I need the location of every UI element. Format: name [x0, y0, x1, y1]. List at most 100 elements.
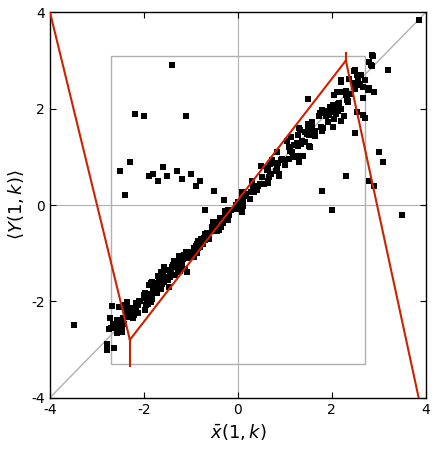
Point — [119, 323, 126, 330]
Point — [220, 215, 227, 222]
Point — [292, 153, 299, 160]
Point — [153, 289, 160, 296]
Point — [148, 293, 155, 300]
Point — [294, 152, 301, 159]
Point — [158, 285, 165, 292]
Point — [369, 62, 376, 70]
Point — [133, 304, 140, 311]
Point — [137, 297, 144, 304]
Point — [264, 164, 271, 172]
Point — [286, 155, 293, 163]
Point — [239, 194, 246, 201]
Point — [160, 278, 167, 285]
Point — [232, 203, 239, 211]
Point — [234, 198, 241, 205]
Point — [155, 283, 162, 291]
Point — [354, 76, 361, 84]
Point — [153, 289, 160, 296]
Point — [365, 58, 372, 65]
Point — [168, 269, 175, 276]
Point — [143, 295, 150, 302]
Point — [360, 95, 367, 102]
Point — [149, 289, 156, 296]
Point — [265, 179, 272, 186]
Point — [323, 110, 329, 117]
Point — [278, 155, 285, 163]
Point — [222, 213, 229, 220]
Point — [125, 313, 132, 321]
Point — [170, 257, 177, 264]
Point — [360, 111, 367, 119]
Point — [119, 321, 126, 328]
Point — [234, 204, 241, 211]
Point — [238, 208, 245, 215]
Point — [114, 323, 121, 330]
Point — [329, 101, 336, 108]
Point — [306, 143, 313, 150]
Point — [355, 81, 362, 88]
Point — [346, 75, 353, 83]
Point — [219, 220, 226, 227]
Point — [298, 141, 305, 148]
Point — [351, 85, 358, 92]
Point — [121, 192, 128, 199]
Point — [331, 115, 338, 123]
Point — [150, 287, 157, 294]
Point — [252, 184, 259, 191]
Point — [159, 274, 166, 282]
Point — [366, 84, 373, 92]
Point — [118, 328, 125, 335]
Point — [289, 153, 296, 160]
Point — [183, 269, 190, 276]
Point — [191, 246, 198, 253]
Point — [251, 189, 258, 196]
Point — [319, 109, 326, 116]
Point — [113, 325, 120, 332]
Point — [240, 196, 247, 203]
Point — [220, 215, 227, 222]
Point — [175, 252, 182, 260]
Point — [211, 187, 218, 194]
Point — [148, 296, 155, 303]
Point — [202, 230, 209, 237]
Point — [212, 226, 219, 233]
Point — [332, 106, 339, 113]
Point — [354, 72, 361, 79]
Point — [126, 306, 133, 313]
Point — [217, 216, 224, 223]
Point — [107, 325, 114, 332]
Point — [124, 307, 131, 314]
Point — [118, 320, 125, 327]
Point — [308, 132, 315, 139]
Point — [145, 295, 152, 302]
Point — [254, 182, 261, 189]
Point — [334, 101, 341, 108]
Point — [121, 301, 128, 308]
Point — [351, 67, 358, 75]
Point — [239, 197, 246, 204]
Point — [166, 269, 173, 276]
Point — [273, 161, 280, 168]
Point — [302, 128, 309, 136]
Point — [165, 283, 172, 291]
Point — [311, 128, 318, 135]
Point — [366, 177, 373, 185]
Point — [124, 309, 131, 316]
Point — [203, 230, 210, 237]
Point — [232, 205, 239, 212]
Point — [344, 97, 351, 104]
Point — [214, 222, 221, 229]
Point — [123, 304, 130, 311]
Point — [146, 291, 153, 298]
Point — [198, 237, 205, 244]
Point — [258, 173, 265, 180]
Point — [288, 134, 295, 141]
Point — [268, 159, 275, 167]
Point — [319, 106, 326, 114]
Point — [145, 295, 152, 302]
Point — [194, 250, 201, 257]
Point — [136, 297, 143, 304]
Point — [253, 183, 260, 190]
Point — [148, 278, 155, 286]
Point — [181, 251, 188, 259]
